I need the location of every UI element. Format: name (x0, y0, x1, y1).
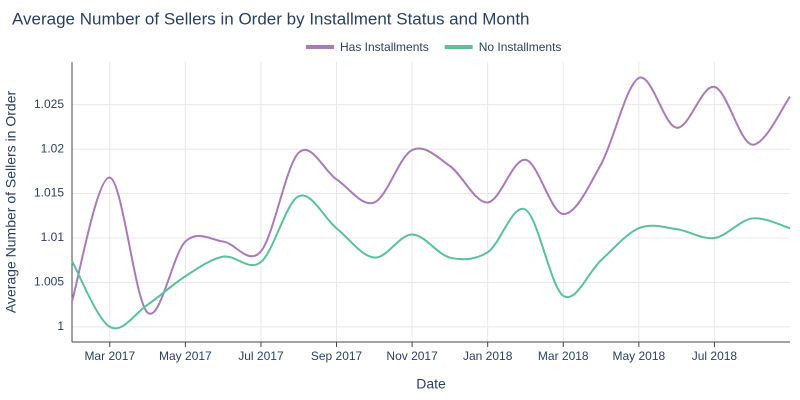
legend-label: Has Installments (340, 40, 429, 54)
series-line (71, 76, 791, 315)
x-tick-label: Mar 2018 (538, 349, 589, 363)
x-tick-label: Jan 2018 (463, 349, 513, 363)
x-tick-label: Jul 2018 (692, 349, 738, 363)
y-tick-label: 1.025 (34, 97, 64, 111)
y-tick-label: 1.01 (41, 230, 65, 244)
x-tick-label: May 2017 (159, 349, 212, 363)
chart-title: Average Number of Sellers in Order by In… (12, 9, 530, 28)
x-tick-label: Nov 2017 (386, 349, 438, 363)
y-tick-label: 1.015 (34, 186, 64, 200)
y-tick-label: 1 (57, 319, 64, 333)
x-tick-label: Sep 2017 (311, 349, 363, 363)
x-axis-label: Date (416, 376, 446, 392)
y-tick-label: 1.005 (34, 275, 64, 289)
series-line (71, 194, 791, 330)
x-tick-label: Mar 2017 (84, 349, 135, 363)
x-tick-label: May 2018 (612, 349, 665, 363)
legend-label: No Installments (479, 40, 562, 54)
y-axis-label: Average Number of Sellers in Order (3, 91, 19, 314)
x-tick-label: Jul 2017 (238, 349, 284, 363)
y-tick-label: 1.02 (41, 141, 65, 155)
